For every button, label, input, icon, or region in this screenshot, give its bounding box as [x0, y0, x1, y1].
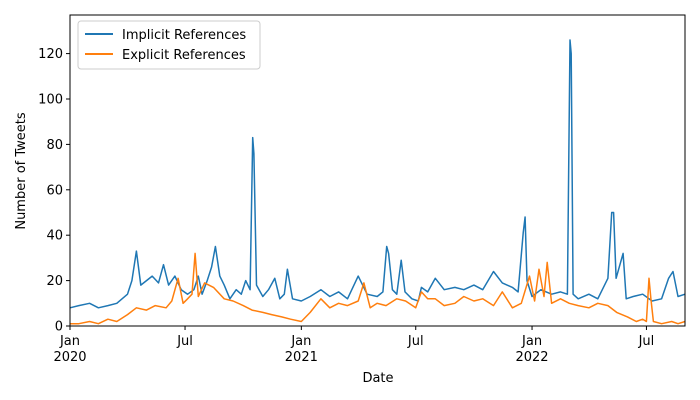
plot-area: [69, 39, 686, 325]
y-tick-label: 120: [38, 47, 63, 62]
x-tick-label: Jul: [638, 334, 655, 349]
legend-label-implicit: Implicit References: [122, 28, 246, 43]
x-tick-label: Jan: [290, 334, 311, 349]
y-tick-label: 0: [55, 320, 63, 335]
legend-label-explicit: Explicit References: [122, 48, 246, 63]
x-tick-label: Jul: [407, 334, 424, 349]
x-tick-year-label: 2020: [53, 350, 86, 365]
y-tick-label: 100: [38, 92, 63, 107]
legend-box: [77, 20, 261, 70]
x-tick-label: Jul: [176, 334, 193, 349]
x-tick-label: Jan: [521, 334, 542, 349]
y-tick-label: 60: [46, 183, 63, 198]
y-tick-label: 80: [46, 138, 63, 153]
y-tick-label: 20: [46, 274, 63, 289]
y-tick-label: 40: [46, 229, 63, 244]
series-line-1: [70, 252, 686, 325]
x-tick-year-label: 2021: [285, 350, 318, 365]
x-axis-label: Date: [362, 371, 393, 386]
x-tick-year-label: 2022: [515, 350, 548, 365]
legend: Implicit References Explicit References: [77, 20, 261, 70]
plot-frame: [69, 14, 686, 327]
series-line-0: [69, 39, 686, 309]
x-tick-label: Jan: [59, 334, 80, 349]
y-axis-label: Number of Tweets: [14, 112, 29, 230]
